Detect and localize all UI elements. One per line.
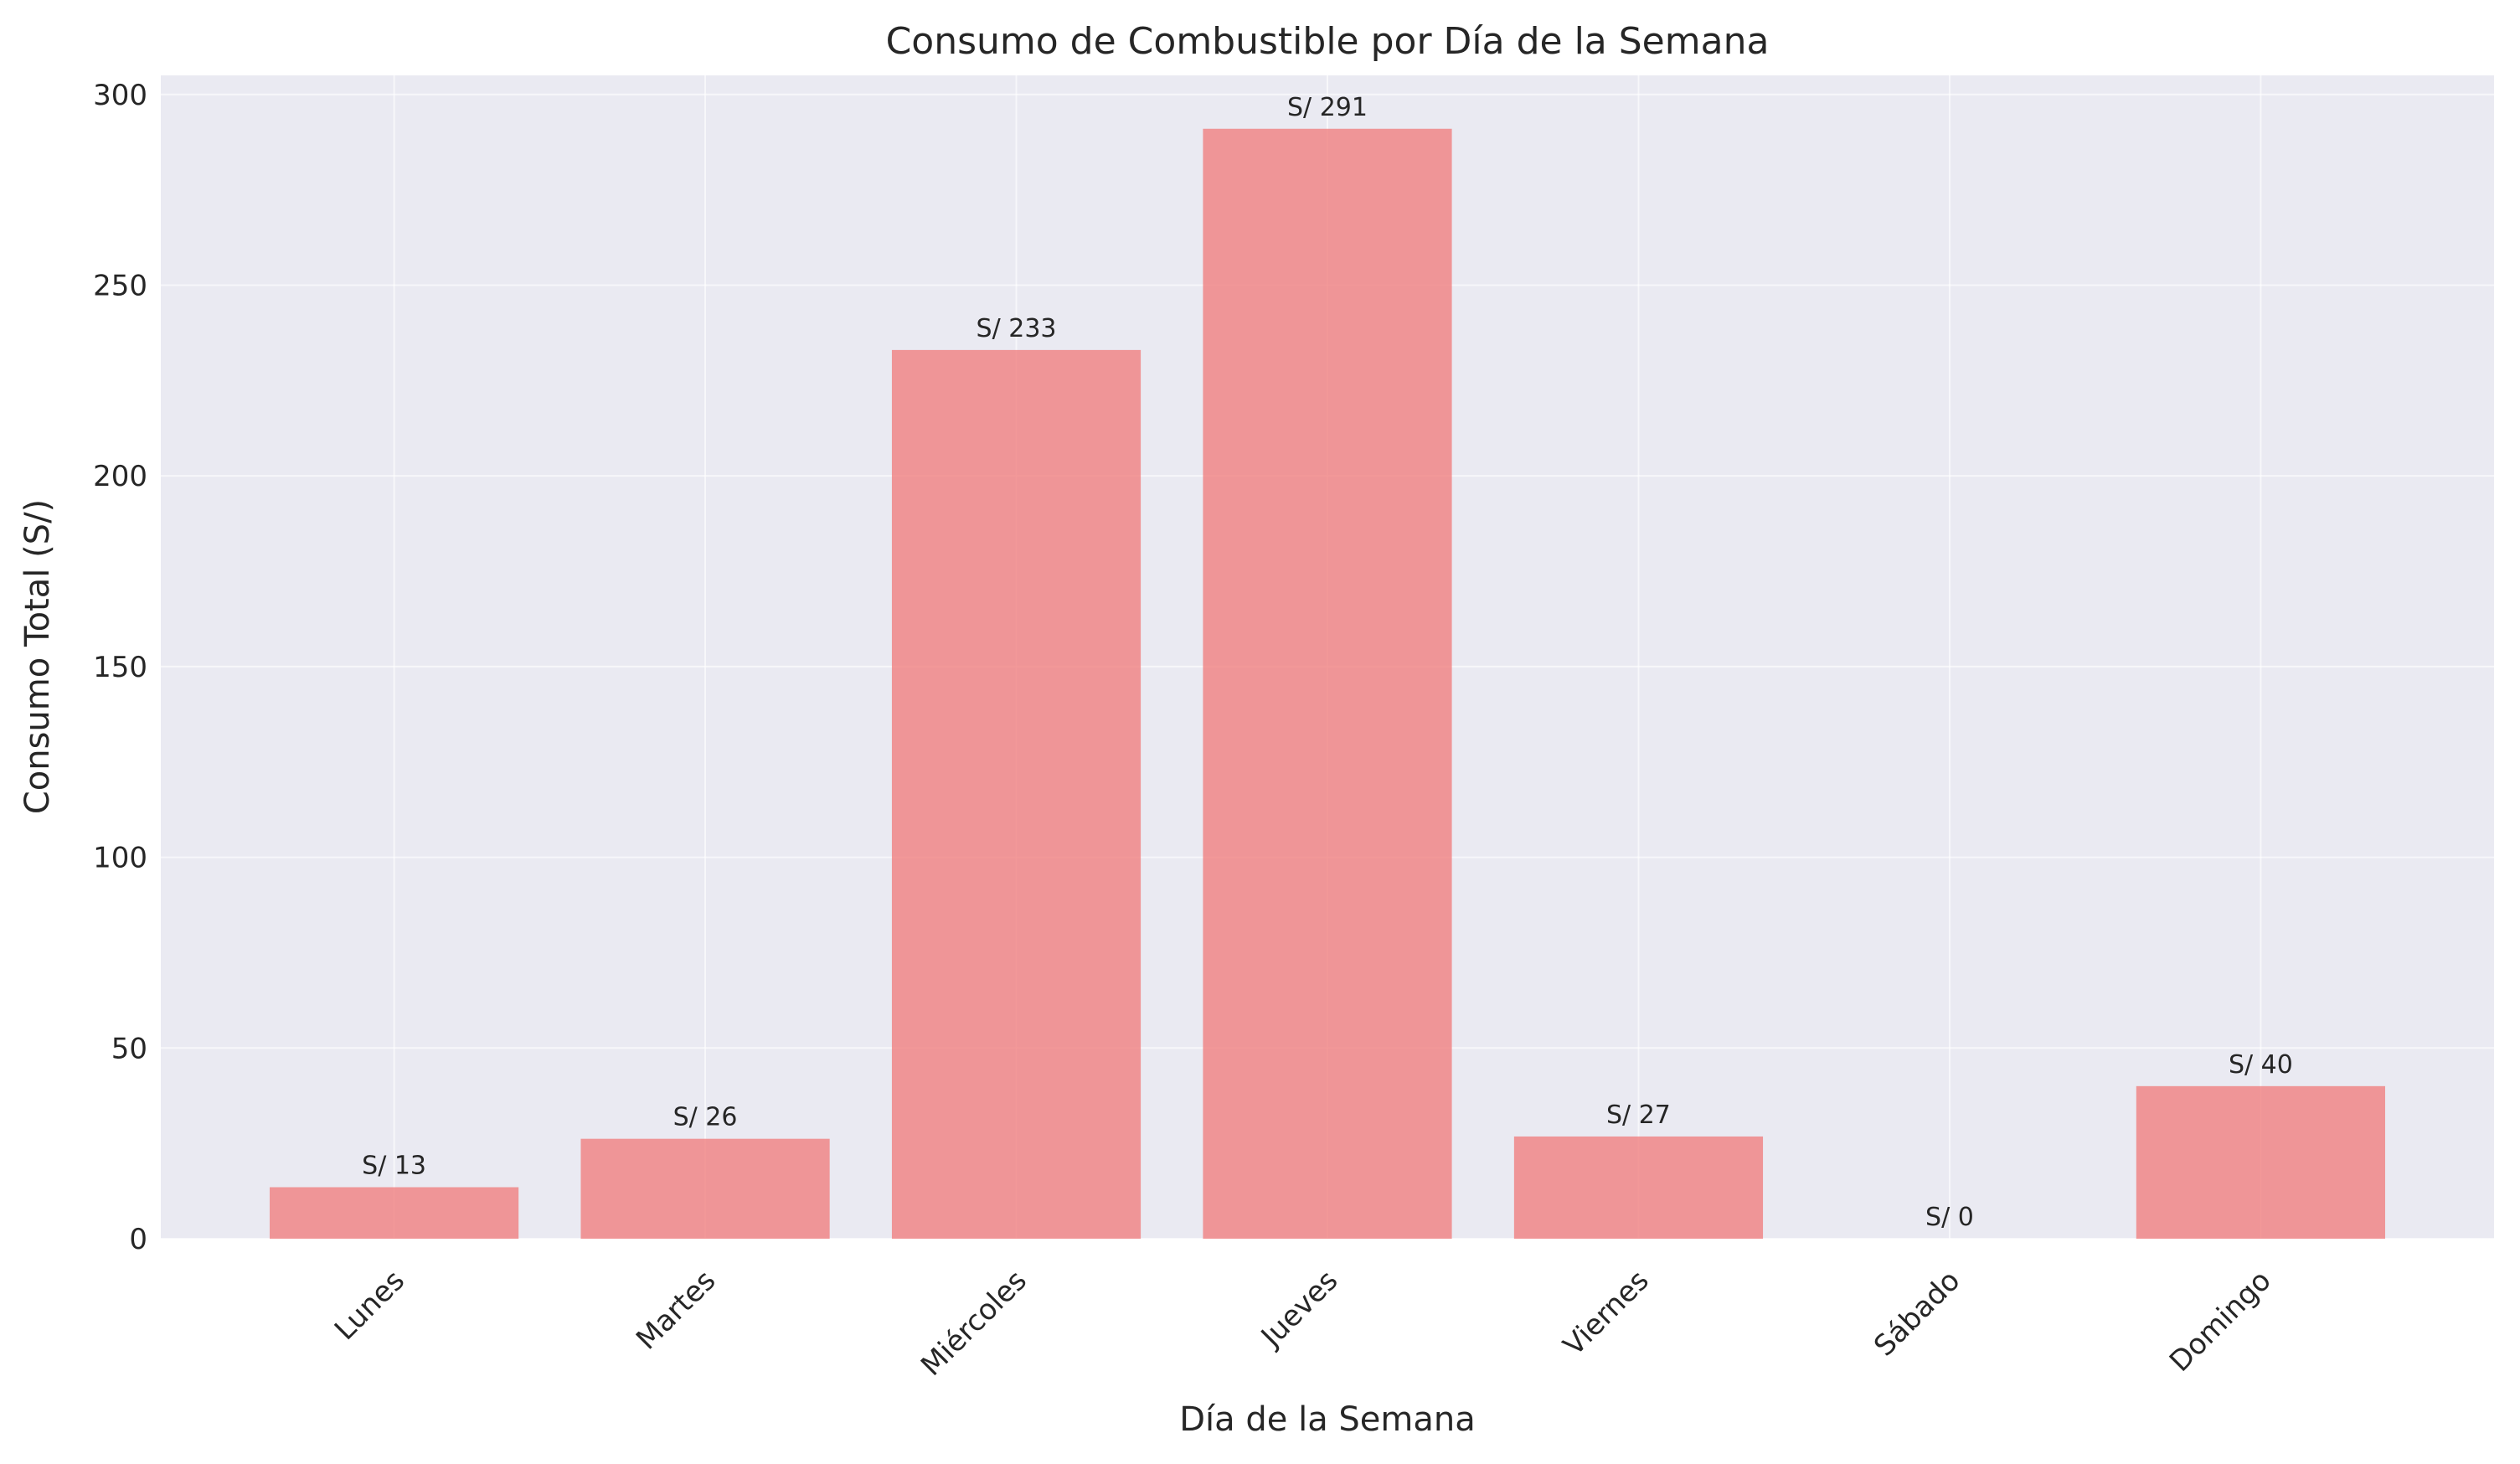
data-label: S/ 0 (1925, 1203, 1974, 1232)
y-tick-label: 300 (93, 79, 147, 112)
data-label: S/ 27 (1606, 1101, 1671, 1130)
data-label: S/ 291 (1287, 93, 1368, 122)
y-tick-label: 250 (93, 269, 147, 302)
data-label: S/ 40 (2229, 1050, 2293, 1080)
bar-miércoles (891, 349, 1141, 1240)
y-tick-label: 150 (93, 651, 147, 684)
bar-domingo (2136, 1085, 2385, 1239)
bar-lunes (270, 1187, 519, 1239)
y-axis-ticks: 0 50 100 150 200 250 300 (93, 79, 147, 1256)
data-labels: S/ 13 S/ 26 S/ 233 S/ 291 S/ 27 S/ 0 S/ 40 (362, 93, 2293, 1232)
y-axis-label: Consumo Total (S/) (18, 499, 57, 814)
bars (270, 128, 2385, 1240)
data-label: S/ 13 (362, 1152, 426, 1181)
y-tick-label: 50 (111, 1032, 147, 1065)
bar-jueves (1203, 128, 1452, 1240)
bar-martes (580, 1138, 830, 1239)
y-tick-label: 200 (93, 460, 147, 493)
data-label: S/ 26 (673, 1103, 738, 1132)
data-label: S/ 233 (977, 314, 1057, 343)
bar-viernes (1513, 1136, 1764, 1239)
y-tick-label: 100 (93, 842, 147, 875)
y-tick-label: 0 (129, 1223, 147, 1256)
chart-title: Consumo de Combustible por Día de la Sem… (886, 20, 1770, 63)
x-axis-label: Día de la Semana (1179, 1400, 1476, 1439)
